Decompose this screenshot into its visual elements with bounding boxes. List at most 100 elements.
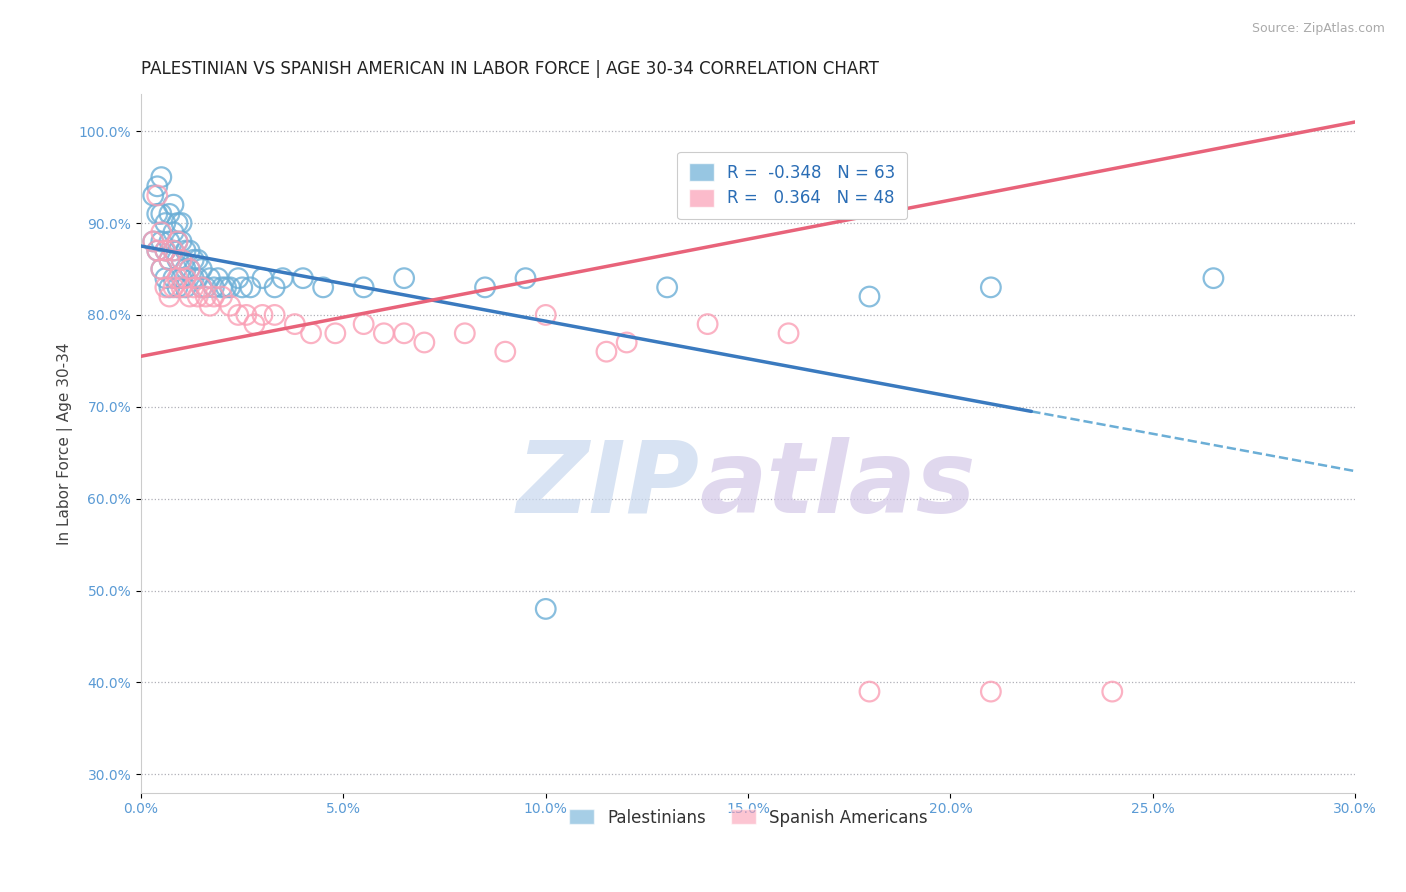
Point [155,271,177,285]
Point [778,326,800,341]
Point [179,262,201,277]
Point [980,684,1002,698]
Point [174,262,197,277]
Point [215,280,238,294]
Point [162,244,184,258]
Point [150,207,173,221]
Point [157,252,180,267]
Point [170,252,193,267]
Point [211,289,233,303]
Text: PALESTINIAN VS SPANISH AMERICAN IN LABOR FORCE | AGE 30-34 CORRELATION CHART: PALESTINIAN VS SPANISH AMERICAN IN LABOR… [141,60,879,78]
Point [231,280,253,294]
Point [980,280,1002,294]
Y-axis label: In Labor Force | Age 30-34: In Labor Force | Age 30-34 [58,343,73,545]
Point [534,308,557,322]
Point [187,252,209,267]
Point [323,326,346,341]
Point [1202,271,1225,285]
Point [696,317,718,331]
Point [162,280,184,294]
Point [166,271,188,285]
Point [219,280,242,294]
Point [226,308,249,322]
Text: atlas: atlas [700,437,976,534]
Point [157,235,180,249]
Point [157,252,180,267]
Point [534,602,557,616]
Point [413,335,436,350]
Point [655,280,678,294]
Point [202,280,225,294]
Point [150,225,173,239]
Point [155,216,177,230]
Point [191,280,214,294]
Point [146,244,169,258]
Point [157,207,180,221]
Point [183,252,205,267]
Point [187,289,209,303]
Point [146,244,169,258]
Point [162,271,184,285]
Point [183,271,205,285]
Point [595,344,617,359]
Point [142,235,165,249]
Point [494,344,516,359]
Text: Source: ZipAtlas.com: Source: ZipAtlas.com [1251,22,1385,36]
Point [243,317,266,331]
Point [183,280,205,294]
Point [170,271,193,285]
Legend: Palestinians, Spanish Americans: Palestinians, Spanish Americans [562,802,934,833]
Point [170,280,193,294]
Point [174,271,197,285]
Point [198,271,221,285]
Point [170,252,193,267]
Point [170,216,193,230]
Point [166,280,188,294]
Point [353,317,375,331]
Point [219,299,242,313]
Point [157,289,180,303]
Point [179,289,201,303]
Point [155,244,177,258]
Point [252,308,274,322]
Point [392,271,415,285]
Point [194,289,217,303]
Point [155,244,177,258]
Point [191,280,214,294]
Point [162,197,184,211]
Point [211,280,233,294]
Point [252,271,274,285]
Point [239,280,262,294]
Point [202,289,225,303]
Point [150,235,173,249]
Point [858,684,880,698]
Point [299,326,322,341]
Point [166,216,188,230]
Point [150,262,173,277]
Point [392,326,415,341]
Point [616,335,638,350]
Point [142,188,165,202]
Point [170,235,193,249]
Point [1101,684,1123,698]
Point [142,235,165,249]
Point [179,262,201,277]
Point [187,271,209,285]
Point [179,244,201,258]
Point [263,280,285,294]
Point [291,271,314,285]
Point [162,244,184,258]
Point [515,271,537,285]
Point [157,280,180,294]
Point [353,280,375,294]
Point [198,299,221,313]
Point [858,289,880,303]
Point [146,188,169,202]
Point [150,170,173,185]
Point [146,207,169,221]
Point [235,308,257,322]
Point [284,317,307,331]
Point [146,179,169,194]
Point [194,280,217,294]
Point [312,280,335,294]
